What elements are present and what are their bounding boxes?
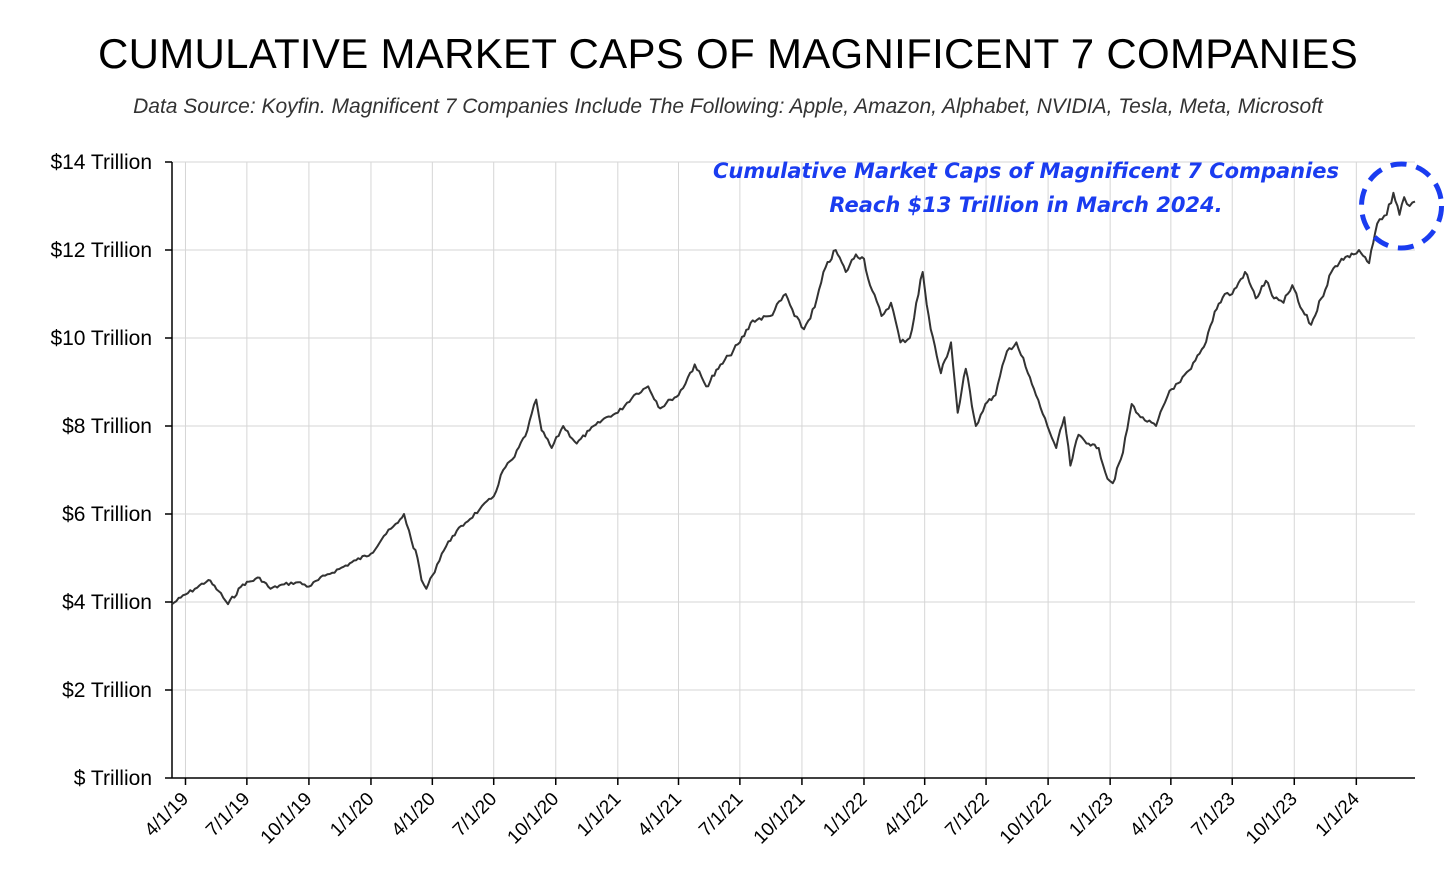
x-tick-label: 4/1/23 bbox=[1126, 789, 1178, 841]
market-cap-series-line bbox=[171, 191, 1416, 606]
x-tick-label: 10/1/20 bbox=[504, 789, 564, 849]
x-axis-tick-labels: 4/1/19 7/1/19 10/1/19 1/1/20 4/1/20 7/1/20 10/… bbox=[141, 788, 1364, 848]
chart-title: CUMULATIVE MARKET CAPS OF MAGNIFICENT 7 … bbox=[97, 30, 1359, 77]
y-tick-label: $12 Trillion bbox=[50, 239, 152, 262]
y-axis-tick-labels: $ Trillion $2 Trillion $4 Trillion $6 Trill… bbox=[50, 151, 152, 790]
x-tick-label: 7/1/21 bbox=[695, 789, 747, 841]
x-tick-label: 7/1/22 bbox=[941, 789, 993, 841]
y-tick-label: $14 Trillion bbox=[50, 151, 152, 174]
x-tick-label: 4/1/20 bbox=[388, 789, 440, 841]
y-tick-label: $10 Trillion bbox=[50, 327, 152, 350]
y-tick-label: $8 Trillion bbox=[62, 415, 152, 438]
x-tick-label: 1/1/21 bbox=[573, 789, 625, 841]
x-tick-label: 1/1/24 bbox=[1312, 788, 1365, 841]
chart-subtitle: Data Source: Koyfin. Magnificent 7 Compa… bbox=[133, 95, 1323, 118]
y-tick-label: $4 Trillion bbox=[62, 591, 152, 614]
x-tick-label: 7/1/19 bbox=[202, 789, 254, 841]
x-tick-label: 7/1/20 bbox=[449, 789, 501, 841]
x-tick-label: 1/1/20 bbox=[326, 789, 378, 841]
gridlines bbox=[172, 161, 1415, 778]
annotation-line-2: Reach $13 Trillion in March 2024. bbox=[829, 193, 1222, 217]
x-tick-label: 1/1/23 bbox=[1065, 789, 1117, 841]
x-tick-label: 4/1/19 bbox=[141, 789, 193, 841]
x-tick-label: 10/1/22 bbox=[996, 789, 1056, 849]
x-tick-label: 4/1/21 bbox=[634, 789, 686, 841]
x-tick-label: 4/1/22 bbox=[880, 789, 932, 841]
x-tick-label: 1/1/22 bbox=[819, 789, 871, 841]
x-tick-label: 10/1/21 bbox=[750, 789, 810, 849]
y-tick-label: $2 Trillion bbox=[62, 679, 152, 702]
annotation-line-1: Cumulative Market Caps of Magnificent 7 … bbox=[713, 159, 1339, 183]
x-tick-label: 10/1/19 bbox=[257, 789, 317, 849]
x-tick-label: 7/1/23 bbox=[1188, 789, 1240, 841]
x-tick-label: 10/1/23 bbox=[1242, 789, 1302, 849]
axes bbox=[165, 161, 1415, 785]
y-tick-label: $ Trillion bbox=[74, 767, 152, 790]
peak-highlight-circle bbox=[1359, 161, 1445, 251]
y-tick-label: $6 Trillion bbox=[62, 503, 152, 526]
